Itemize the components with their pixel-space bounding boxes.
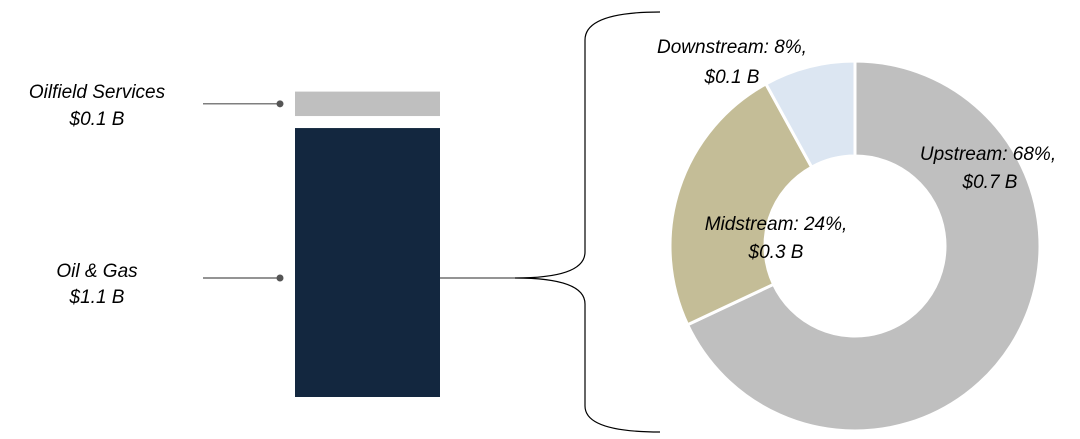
slice-label: Midstream: 24%, [705, 214, 848, 235]
bar-segment [295, 128, 440, 398]
segment-value-label: $1.1 B [69, 287, 125, 308]
segment-value-label: $0.1 B [69, 109, 125, 130]
donut-slice [685, 59, 1042, 433]
leader-dot [276, 274, 284, 282]
donut-slice [668, 81, 814, 327]
slice-amount-label: $0.1 B [704, 67, 760, 88]
slice-amount-label: $0.7 B [962, 172, 1018, 193]
donut-slice [763, 59, 857, 170]
slice-label: Downstream: 8%, [657, 37, 807, 58]
segment-name: Oilfield Services [29, 82, 166, 103]
brace [514, 11, 661, 433]
slice-amount-label: $0.3 B [748, 242, 804, 263]
segment-name: Oil & Gas [56, 261, 138, 282]
slice-label: Upstream: 68%, [920, 144, 1056, 165]
leader-dot [276, 100, 284, 108]
bar-segment [295, 91, 440, 117]
